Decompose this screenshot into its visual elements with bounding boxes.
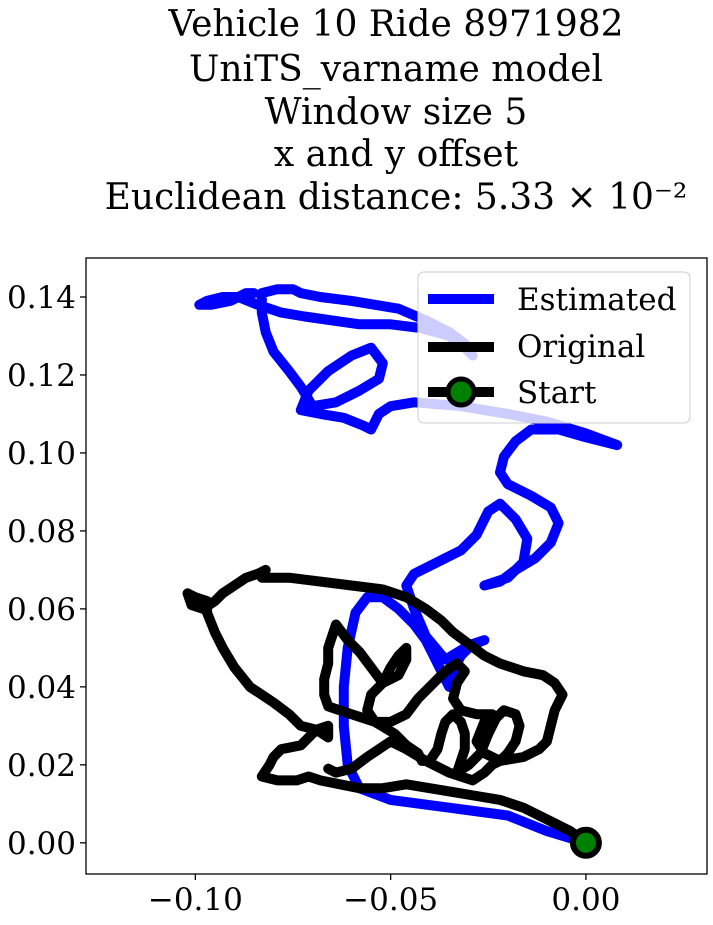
x-axis-ticks: −0.10 −0.05 0.00 [148, 874, 620, 918]
start-marker-layer [569, 826, 602, 859]
title-line-5: Euclidean distance: 5.33 × 10⁻² [105, 177, 688, 218]
chart-title: Vehicle 10 Ride 8971982 UniTS_varname mo… [105, 4, 688, 218]
x-tick-label: −0.10 [148, 882, 243, 918]
y-tick-label: 0.02 [7, 748, 76, 784]
y-tick-label: 0.00 [7, 826, 76, 862]
start-point-marker [569, 826, 602, 859]
legend: Estimated Original Start [417, 271, 691, 424]
legend-swatch-start-marker [445, 376, 477, 408]
y-tick-label: 0.06 [7, 592, 76, 628]
x-tick-label: −0.05 [343, 882, 438, 918]
y-tick-label: 0.12 [7, 358, 76, 394]
title-line-3: Window size 5 [265, 92, 528, 133]
y-axis-ticks: 0.00 0.02 0.04 0.06 0.08 0.10 0.12 0.14 [7, 280, 86, 862]
plot-frame [85, 257, 708, 875]
legend-box [417, 271, 691, 424]
title-line-1: Vehicle 10 Ride 8971982 [167, 4, 623, 45]
x-tick-label: 0.00 [551, 882, 620, 918]
title-line-2: UniTS_varname model [189, 49, 603, 90]
series-line-original [182, 564, 591, 848]
legend-label-estimated: Estimated [517, 282, 676, 318]
legend-label-original: Original [517, 329, 645, 365]
y-tick-label: 0.08 [7, 514, 76, 550]
title-line-4: x and y offset [274, 134, 519, 175]
y-tick-label: 0.14 [7, 280, 76, 316]
y-tick-label: 0.10 [7, 436, 76, 472]
y-tick-label: 0.04 [7, 670, 76, 706]
legend-label-start: Start [517, 375, 597, 411]
